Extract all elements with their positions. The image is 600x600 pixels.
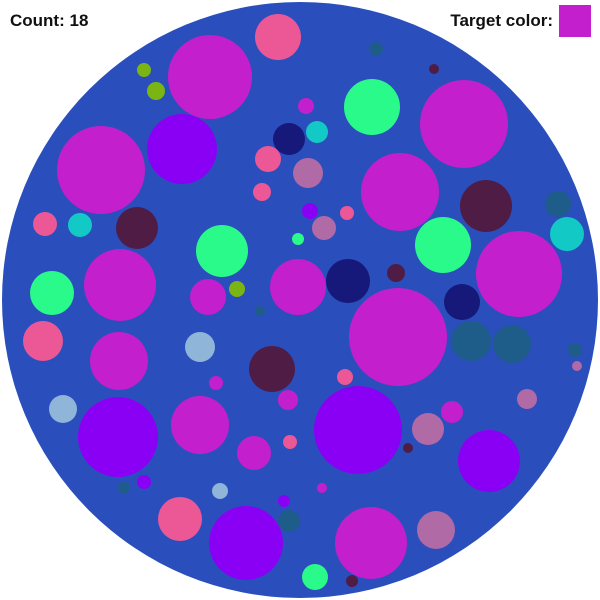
circle-magenta[interactable] — [270, 259, 326, 315]
circle-pink[interactable] — [340, 206, 354, 220]
circle-mauve[interactable] — [293, 158, 323, 188]
circle-olive[interactable] — [137, 63, 151, 77]
circle-magenta[interactable] — [171, 396, 229, 454]
circle-magenta[interactable] — [335, 507, 407, 579]
circle-plum[interactable] — [403, 443, 413, 453]
circle-teal[interactable] — [118, 482, 130, 494]
circle-plum[interactable] — [387, 264, 405, 282]
circle-navy[interactable] — [326, 259, 370, 303]
circle-cyan[interactable] — [550, 217, 584, 251]
circle-pink[interactable] — [23, 321, 63, 361]
circle-magenta[interactable] — [361, 153, 439, 231]
circle-teal[interactable] — [451, 321, 491, 361]
circle-magenta[interactable] — [57, 126, 145, 214]
circle-mint[interactable] — [196, 225, 248, 277]
circle-mauve[interactable] — [517, 389, 537, 409]
circle-violet[interactable] — [137, 475, 151, 489]
circle-mauve[interactable] — [312, 216, 336, 240]
circle-pink[interactable] — [255, 146, 281, 172]
circle-cyan[interactable] — [68, 213, 92, 237]
circle-magenta[interactable] — [317, 483, 327, 493]
circle-cyan[interactable] — [306, 121, 328, 143]
circle-magenta[interactable] — [90, 332, 148, 390]
circle-magenta[interactable] — [190, 279, 226, 315]
circle-teal[interactable] — [545, 191, 571, 217]
circle-magenta[interactable] — [420, 80, 508, 168]
circle-lightblue[interactable] — [185, 332, 215, 362]
target-color-label: Target color: — [450, 11, 553, 30]
count-label: Count: — [10, 11, 65, 30]
circle-layer — [23, 14, 584, 590]
target-color-indicator: Target color: — [450, 5, 591, 37]
count-value: 18 — [69, 11, 89, 30]
circle-violet[interactable] — [302, 203, 318, 219]
circle-pink[interactable] — [158, 497, 202, 541]
circle-violet[interactable] — [458, 430, 520, 492]
circle-magenta[interactable] — [168, 35, 252, 119]
circle-pink[interactable] — [255, 14, 301, 60]
circle-pink[interactable] — [283, 435, 297, 449]
circle-magenta[interactable] — [349, 288, 447, 386]
circle-pink[interactable] — [33, 212, 57, 236]
circle-navy[interactable] — [444, 284, 480, 320]
circle-plum[interactable] — [429, 64, 439, 74]
circle-violet[interactable] — [78, 397, 158, 477]
circle-mauve[interactable] — [417, 511, 455, 549]
circle-plum[interactable] — [460, 180, 512, 232]
circle-teal[interactable] — [369, 42, 383, 56]
circle-violet[interactable] — [278, 495, 290, 507]
circle-lightblue[interactable] — [49, 395, 77, 423]
circle-teal[interactable] — [493, 325, 531, 363]
circle-violet[interactable] — [209, 506, 283, 580]
circle-mint[interactable] — [302, 564, 328, 590]
circle-lightblue[interactable] — [212, 483, 228, 499]
circle-violet[interactable] — [314, 386, 402, 474]
circle-plum[interactable] — [249, 346, 295, 392]
circle-magenta[interactable] — [237, 436, 271, 470]
circle-magenta[interactable] — [209, 376, 223, 390]
circle-magenta[interactable] — [298, 98, 314, 114]
circle-magenta[interactable] — [84, 249, 156, 321]
circle-mint[interactable] — [344, 79, 400, 135]
circle-magenta[interactable] — [476, 231, 562, 317]
circle-mauve[interactable] — [572, 361, 582, 371]
circle-magenta[interactable] — [278, 390, 298, 410]
count-display: Count: 18 — [10, 11, 88, 31]
circle-pink[interactable] — [337, 369, 353, 385]
circle-teal[interactable] — [278, 510, 300, 532]
circle-plum[interactable] — [116, 207, 158, 249]
circle-navy[interactable] — [273, 123, 305, 155]
circle-mauve[interactable] — [412, 413, 444, 445]
circle-mint[interactable] — [415, 217, 471, 273]
circle-olive[interactable] — [229, 281, 245, 297]
circle-olive[interactable] — [147, 82, 165, 100]
circle-mint[interactable] — [292, 233, 304, 245]
circle-teal[interactable] — [255, 306, 265, 316]
circle-teal[interactable] — [568, 343, 582, 357]
circle-pink[interactable] — [253, 183, 271, 201]
circle-violet[interactable] — [147, 114, 217, 184]
circle-plum[interactable] — [346, 575, 358, 587]
circle-mint[interactable] — [30, 271, 74, 315]
circle-magenta[interactable] — [441, 401, 463, 423]
target-color-swatch — [559, 5, 591, 37]
